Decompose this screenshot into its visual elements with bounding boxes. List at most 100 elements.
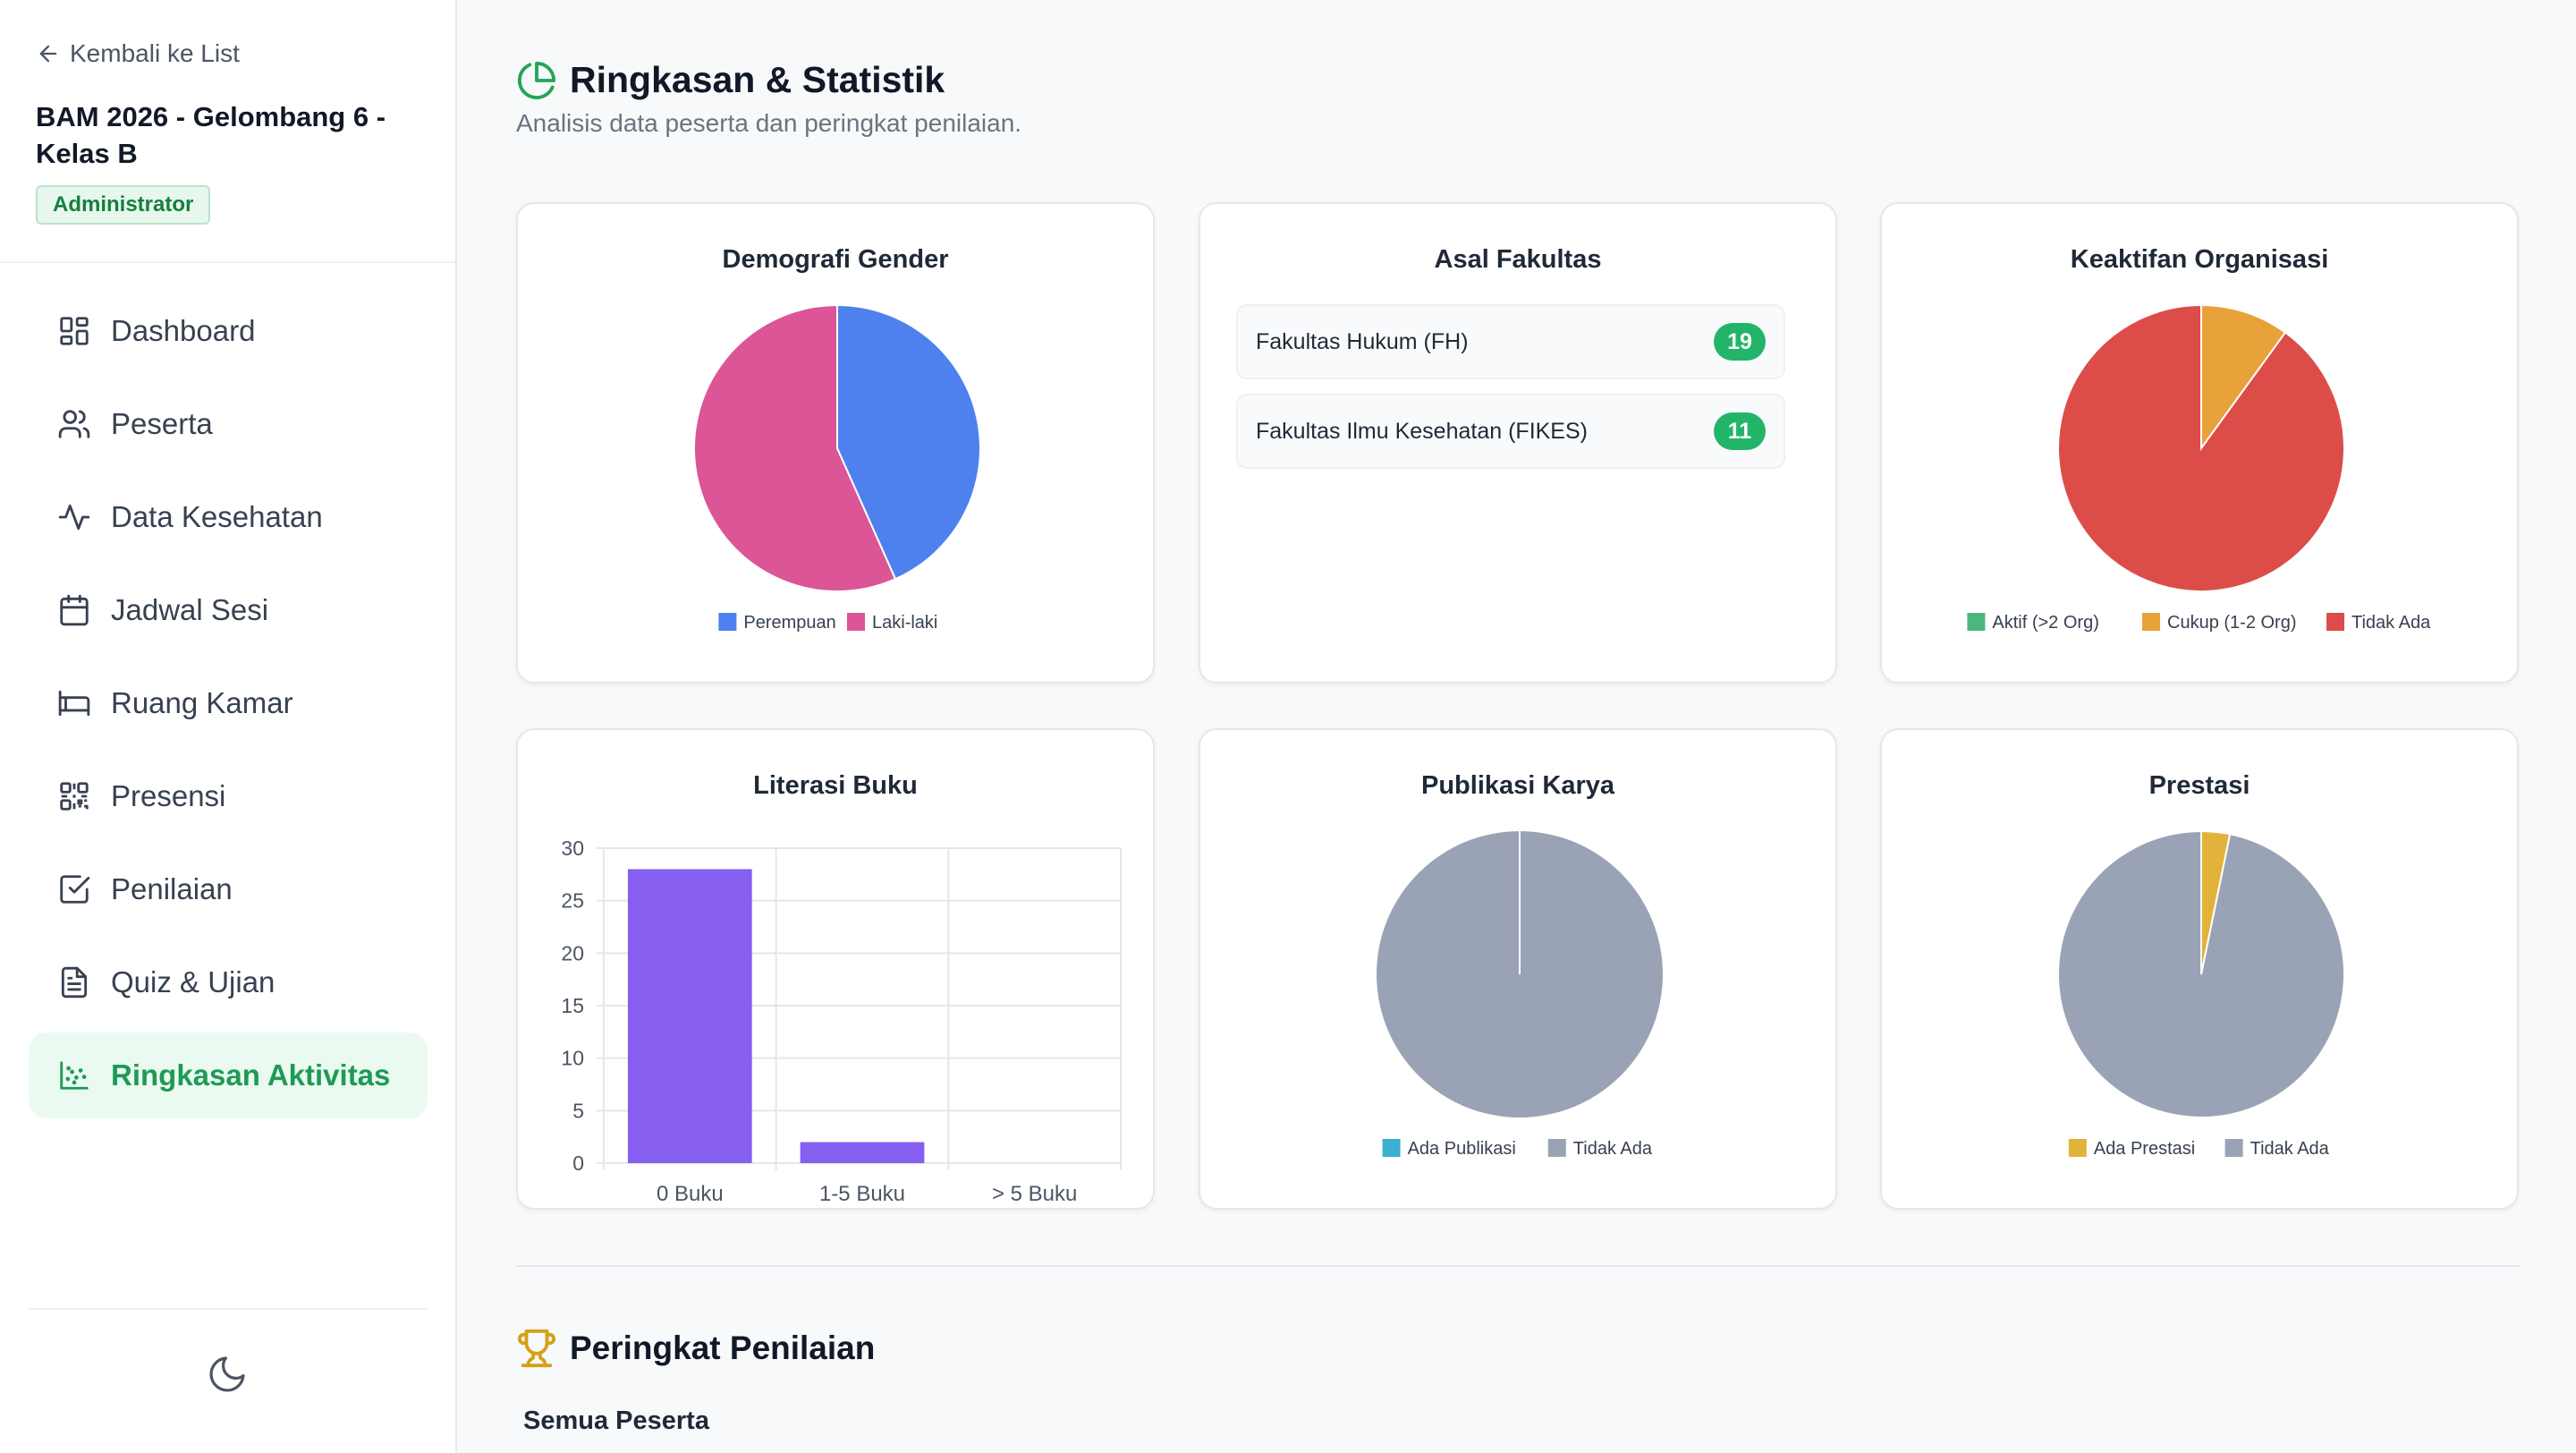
legend-swatch [718,613,737,631]
page-subtitle: Analisis data peserta dan peringkat peni… [516,109,1022,137]
moon-icon[interactable] [206,1353,249,1396]
legend-label: Ada Prestasi [2094,1139,2195,1159]
pie-slice [836,303,981,581]
sidebar-item-label: Peserta [111,407,213,440]
role-badge: Administrator [36,185,211,225]
main-content: Ringkasan & Statistik Analisis data pese… [459,0,2576,1453]
y-tick-label: 5 [572,1099,584,1122]
achievement-chart-title: Prestasi [2148,771,2250,800]
sidebar-item-presensi[interactable]: Presensi [29,753,428,839]
back-to-list-link[interactable]: Kembali ke List [36,38,240,70]
section-divider [516,1265,2520,1267]
sidebar-item-label: Presensi [111,779,226,812]
organization-chart-card: Keaktifan Organisasi Aktif (>2 Org) Cukup… [1880,202,2519,684]
sidebar-item-quiz-ujian[interactable]: Quiz & Ujian [29,939,428,1025]
legend-label: Tidak Ada [2250,1139,2330,1159]
ranking-title: Peringkat Penilaian [570,1330,876,1366]
sidebar-item-label: Quiz & Ujian [111,965,275,998]
legend-swatch [847,613,865,631]
course-title: BAM 2026 - Gelombang 6 - Kelas B [36,101,386,169]
legend-label: Tidak Ada [2351,613,2431,633]
pie-slice [693,303,897,592]
bar [800,1142,925,1163]
x-tick-label: > 5 Buku [992,1182,1077,1206]
sidebar-item-label: Ringkasan Aktivitas [111,1058,391,1092]
sidebar-item-label: Dashboard [111,314,256,347]
sidebar-item-label: Ruang Kamar [111,686,293,719]
faculty-card-title: Asal Fakultas [1434,245,1602,274]
scatter-chart-icon [60,1061,89,1090]
pie-chart-icon [517,61,556,99]
y-tick-label: 0 [572,1151,584,1175]
sidebar-bottom-divider [29,1308,428,1310]
organization-pie-chart: Aktif (>2 Org) Cukup (1-2 Org) Tidak Ada [1967,303,2431,633]
organization-chart-title: Keaktifan Organisasi [2070,245,2329,274]
sidebar-item-label: Jadwal Sesi [111,593,269,626]
trophy-icon [517,1329,556,1368]
publication-chart-card: Publikasi Karya Ada Publikasi Tidak Ada [1199,728,1837,1210]
literacy-chart-card: Literasi Buku 0 5 10 15 20 25 30 0 Buku 1-5 Buku… [516,728,1155,1210]
pie-slice [2057,303,2345,592]
calendar-icon [60,594,89,626]
page-title: Ringkasan & Statistik [570,59,945,100]
sidebar-item-label: Data Kesehatan [111,500,323,533]
ranking-heading: Peringkat Penilaian [516,1328,875,1369]
gender-chart-title: Demografi Gender [722,245,949,274]
achievement-chart-card: Prestasi Ada Prestasi Tidak Ada [1880,728,2519,1210]
activity-icon [58,504,90,531]
sidebar-item-ringkasan-aktivitas[interactable]: Ringkasan Aktivitas [29,1032,428,1118]
gender-chart-card: Demografi Gender Perempuan Laki-laki [516,202,1155,684]
pie-slice [2200,303,2287,452]
legend-label: Cukup (1-2 Org) [2167,613,2297,633]
legend-label: Tidak Ada [1573,1139,1653,1159]
sidebar-divider [0,261,455,263]
faculty-row: Fakultas Hukum (FH) 19 [1236,304,1785,379]
x-tick-label: 1-5 Buku [819,1182,905,1206]
legend-swatch [2068,1139,2087,1157]
gender-pie-chart: Perempuan Laki-laki [693,303,981,633]
ranking-subtitle: Semua Peserta [523,1406,709,1435]
sidebar-item-dashboard[interactable]: Dashboard [29,288,428,374]
sidebar-item-data-kesehatan[interactable]: Data Kesehatan [29,474,428,560]
faculty-count-badge: 11 [1714,412,1766,450]
x-tick-label: 0 Buku [657,1182,724,1206]
y-tick-label: 10 [561,1047,584,1070]
faculty-card: Asal Fakultas Fakultas Hukum (FH) 19 Fak… [1199,202,1837,684]
dashboard-icon [60,317,89,345]
sidebar-nav: Dashboard Peserta Data Kesehatan Jadwal … [29,288,428,1126]
y-tick-label: 15 [561,994,584,1017]
legend-swatch [2326,613,2344,631]
check-square-icon [60,875,90,904]
qr-code-icon [60,782,89,811]
literacy-chart-title: Literasi Buku [753,771,918,800]
y-tick-label: 30 [561,837,584,860]
legend-swatch [1547,1139,1566,1157]
legend-swatch [2142,613,2160,631]
publication-chart-title: Publikasi Karya [1421,771,1614,800]
legend-label: Laki-laki [872,613,937,633]
legend-swatch [1382,1139,1401,1157]
faculty-name: Fakultas Ilmu Kesehatan (FIKES) [1256,418,1588,444]
sidebar-item-label: Penilaian [111,872,233,905]
sidebar-item-penilaian[interactable]: Penilaian [29,846,428,932]
sidebar: Kembali ke List BAM 2026 - Gelombang 6 -… [0,0,457,1453]
legend-label: Ada Publikasi [1408,1139,1516,1159]
legend-label: Perempuan [743,613,835,633]
literacy-bar-chart: 0 5 10 15 20 25 30 0 Buku 1-5 Buku > 5 Buku [561,837,1122,1206]
file-text-icon [61,966,88,998]
y-tick-label: 20 [561,941,584,964]
sidebar-item-peserta[interactable]: Peserta [29,381,428,467]
users-icon [58,410,90,438]
publication-pie-chart: Ada Publikasi Tidak Ada [1377,831,1663,1159]
y-tick-label: 25 [561,889,584,913]
arrow-left-icon [39,45,57,63]
pie-slice [2057,829,2345,1118]
legend-swatch [1967,613,1986,631]
faculty-count-badge: 19 [1714,323,1766,361]
legend-label: Aktif (>2 Org) [1992,613,2098,633]
back-link-label: Kembali ke List [70,39,240,67]
faculty-row: Fakultas Ilmu Kesehatan (FIKES) 11 [1236,394,1785,469]
sidebar-item-ruang-kamar[interactable]: Ruang Kamar [29,660,428,746]
bar [627,869,752,1163]
sidebar-item-jadwal-sesi[interactable]: Jadwal Sesi [29,567,428,653]
